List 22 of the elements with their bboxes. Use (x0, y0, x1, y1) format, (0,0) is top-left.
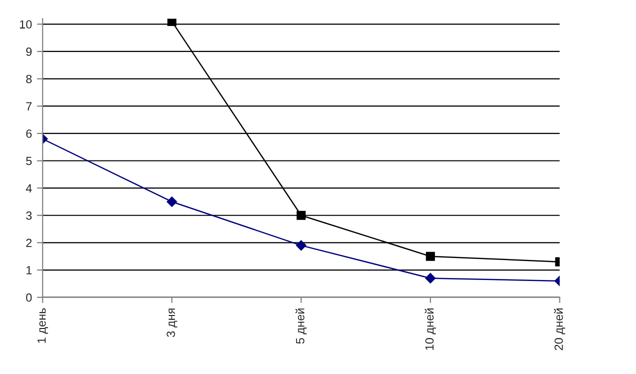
point (296, 210, 306, 220)
point (425, 273, 436, 284)
y-tick-label: 6 (26, 129, 32, 138)
point (296, 240, 306, 251)
point (426, 252, 435, 261)
x-tick-label: 5 дней (295, 308, 307, 344)
point (166, 196, 177, 207)
y-tick-label: 5 (26, 156, 32, 166)
x-tick-label: 10 дней (424, 308, 436, 350)
x-tick-label: 20 дней (554, 308, 566, 350)
y-tick-label: 1 (26, 266, 32, 274)
x-tick-label: 3 дня (166, 308, 178, 337)
y-tick-label: 9 (26, 48, 32, 56)
y-tick-label: 2 (26, 238, 32, 247)
y-tick-label: 3 (26, 211, 32, 220)
y-tick-label: 10 (20, 20, 32, 29)
y-tick-label: 4 (26, 184, 32, 192)
y-tick-label: 0 (26, 293, 32, 302)
x-tick-label: 1 день (38, 308, 48, 343)
y-tick-label: 7 (26, 102, 32, 110)
y-tick-label: 8 (26, 74, 32, 84)
point (167, 18, 176, 26)
